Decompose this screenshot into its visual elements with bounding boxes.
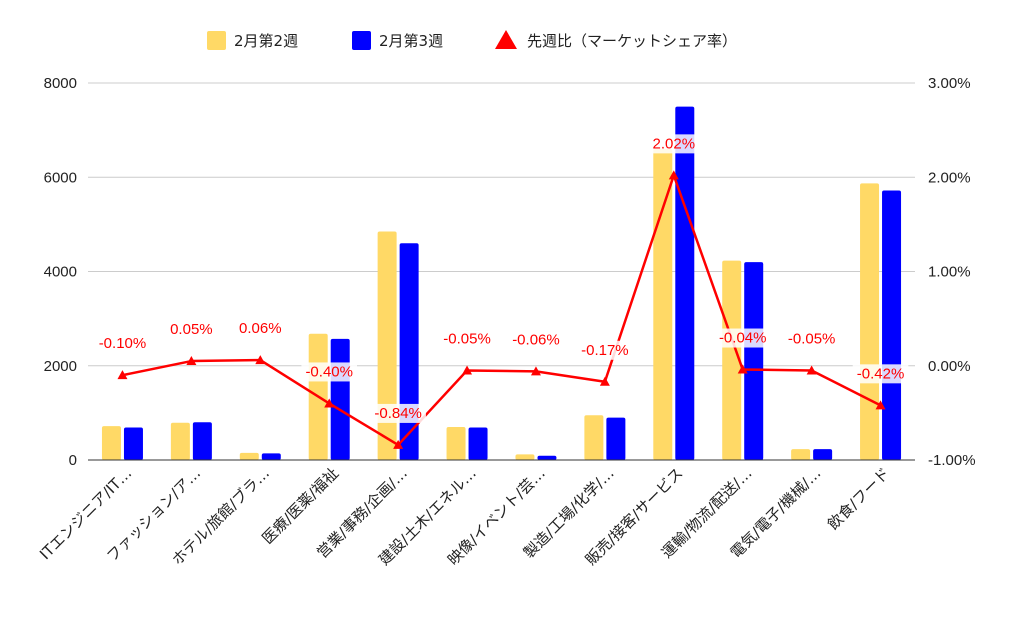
bar-series-1 xyxy=(653,148,673,460)
data-label: 2.02% xyxy=(653,135,696,152)
y-left-tick-label: 4000 xyxy=(44,264,77,281)
data-label-bg xyxy=(301,362,358,382)
legend-label-series-3: 2月第3週 xyxy=(379,32,443,50)
line-point-marker xyxy=(737,364,748,374)
data-label: -0.17% xyxy=(581,342,629,359)
bar-series-1 xyxy=(446,427,466,460)
bar-series-2 xyxy=(813,449,833,460)
data-label: -0.05% xyxy=(788,330,836,347)
y-left-tick-label: 8000 xyxy=(44,75,77,92)
data-label-bg xyxy=(439,329,495,349)
bar-series-2 xyxy=(468,427,488,460)
bar-series-1 xyxy=(584,415,604,460)
line-point-marker xyxy=(462,365,473,375)
y-right-tick-label: 2.00% xyxy=(928,169,971,186)
data-label: -0.06% xyxy=(512,331,560,348)
data-label: 0.06% xyxy=(239,320,282,337)
data-label: -0.84% xyxy=(374,405,422,422)
line-point-marker xyxy=(255,355,266,365)
y-left-tick-label: 0 xyxy=(69,452,77,469)
bar-series-1 xyxy=(170,422,190,460)
line-point-marker xyxy=(599,376,610,386)
bar-series-2 xyxy=(882,190,902,460)
legend-label-series-1: 2月第2週 xyxy=(234,32,298,50)
line-point-marker xyxy=(530,366,541,376)
y-right-tick-label: 0.00% xyxy=(928,358,971,375)
data-label: 0.05% xyxy=(170,321,213,338)
bar-series-2 xyxy=(330,338,350,460)
data-label-bg xyxy=(650,134,698,154)
y-right-tick-label: 3.00% xyxy=(928,75,971,92)
y-right-tick-label: 1.00% xyxy=(928,264,971,281)
line-point-marker xyxy=(117,370,128,380)
data-label-bg xyxy=(94,334,151,354)
data-label-bg xyxy=(236,319,284,339)
line-point-marker xyxy=(324,398,335,408)
line-point-marker xyxy=(806,365,817,375)
data-label-bg xyxy=(370,403,426,423)
legend-swatch-series-2 xyxy=(352,31,371,50)
bar-series-1 xyxy=(860,183,880,460)
bar-series-2 xyxy=(537,455,557,460)
legend-swatch-series-1 xyxy=(207,31,226,50)
line-point-marker xyxy=(186,356,197,366)
bar-series-2 xyxy=(606,417,626,460)
bar-series-1 xyxy=(101,426,121,460)
bar-series-2 xyxy=(261,453,281,460)
line-series xyxy=(117,170,886,449)
data-label: -0.10% xyxy=(99,335,147,352)
data-label-bg xyxy=(783,329,840,349)
line-point-marker xyxy=(668,170,679,180)
y-right-tick-label: -1.00% xyxy=(928,452,976,469)
line-series-path xyxy=(122,174,882,447)
y-left-tick-label: 2000 xyxy=(44,358,77,375)
bar-series-1 xyxy=(515,454,535,460)
data-label-bg xyxy=(852,364,909,384)
bar-series-2 xyxy=(744,262,764,460)
bar-series-1 xyxy=(722,260,742,460)
bars xyxy=(101,106,902,460)
data-label-bg xyxy=(508,330,564,350)
bar-series-2 xyxy=(675,106,695,460)
data-label: -0.40% xyxy=(305,363,353,380)
bar-series-1 xyxy=(239,452,259,460)
bar-series-1 xyxy=(377,231,397,460)
bar-series-1 xyxy=(791,449,811,460)
bar-series-2 xyxy=(123,427,143,460)
data-labels: -0.10% 0.05% 0.06% -0.40% -0.84% -0.05% -0.06%… xyxy=(94,134,909,423)
y-left-tick-label: 6000 xyxy=(44,169,77,186)
data-label: -0.42% xyxy=(857,365,905,382)
data-label-bg xyxy=(167,320,215,340)
gridlines xyxy=(88,82,915,367)
data-label: -0.05% xyxy=(443,330,491,347)
legend-label-series-2: 先週比（マーケットシェア率） xyxy=(527,32,737,50)
legend: 2月第2週 2月第3週 先週比（マーケットシェア率） xyxy=(207,30,737,50)
data-label: -0.04% xyxy=(719,330,767,347)
line-point-marker xyxy=(393,439,404,449)
line-point-marker xyxy=(875,400,886,410)
data-label-bg xyxy=(714,328,771,348)
bar-series-2 xyxy=(192,422,212,460)
x-tick-label: 飲食/フード xyxy=(824,464,893,533)
data-label-bg xyxy=(577,340,633,360)
legend-triangle-icon xyxy=(495,30,517,49)
